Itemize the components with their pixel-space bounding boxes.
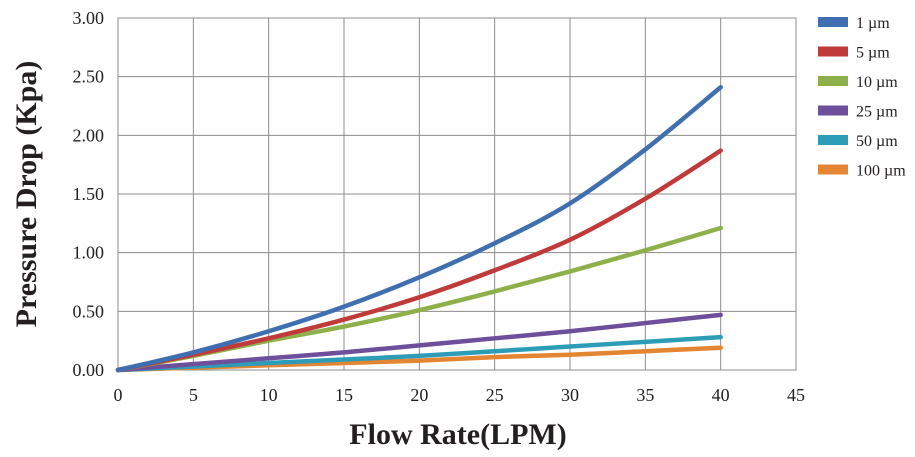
series-line [115,148,723,373]
y-tick-label: 2.50 [73,67,105,87]
y-tick-label: 0.00 [73,360,105,380]
series-layer [115,84,723,373]
x-tick-label: 5 [189,385,198,405]
x-tick-label: 10 [260,385,278,405]
x-tick-label: 30 [561,385,579,405]
y-tick-label: 0.50 [73,301,105,321]
axis-layer: 0 5 10 15 20 25 30 35 40 45 0.00 0.50 1.00 1.50 2.00 2.… [73,8,806,405]
y-axis-title: Pressure Drop (Kpa) [10,61,43,328]
y-tick-label: 3.00 [73,8,105,28]
y-tick-label: 1.00 [73,243,105,263]
legend-swatch [818,164,848,175]
legend-swatch [818,105,848,116]
x-axis-title: Flow Rate(LPM) [349,418,566,451]
series-line [115,84,723,373]
legend-label: 5 µm [856,45,890,62]
series-line [115,334,723,373]
legend-label: 50 µm [856,133,898,150]
legend: 1 µm 5 µm 10 µm 25 µm 50 µm 100 µm [818,15,906,180]
legend-label: 25 µm [856,104,898,121]
x-tick-label: 45 [787,385,805,405]
series-line [115,312,723,373]
y-tick-label: 1.50 [73,184,105,204]
y-tick-label: 2.00 [73,125,105,145]
legend-swatch [818,135,848,145]
legend-label: 10 µm [856,74,898,91]
legend-swatch [818,46,848,57]
x-tick-label: 25 [486,385,504,405]
x-tick-label: 15 [335,385,353,405]
x-tick-label: 20 [410,385,428,405]
legend-label: 1 µm [856,15,890,32]
legend-swatch [818,17,848,27]
legend-label: 100 µm [856,163,906,180]
x-tick-label: 0 [114,385,123,405]
x-tick-label: 35 [636,385,654,405]
legend-swatch [818,76,848,86]
x-tick-label: 40 [712,385,730,405]
